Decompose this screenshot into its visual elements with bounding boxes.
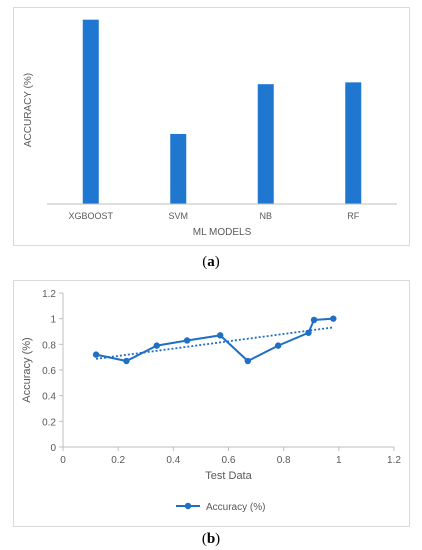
x-tick-label: 0.6 <box>222 455 236 466</box>
x-tick-label: NB <box>259 211 272 221</box>
x-tick-label: 1 <box>336 455 342 466</box>
caption-a: (a) <box>202 254 220 270</box>
data-point <box>217 332 224 339</box>
y-tick-label: 1.2 <box>42 289 56 300</box>
x-tick-label: XGBOOST <box>68 211 113 221</box>
bar-svm <box>170 133 187 204</box>
y-tick-label: 0 <box>50 443 56 454</box>
line-chart-panel: 0 0.2 0.4 0.6 0.8 1 1.2 0 0.2 0.4 0.6 0.8 1 1.2 Test D… <box>13 280 410 527</box>
bar-xgboost <box>82 19 99 204</box>
bar-chart-panel: XGBOOST SVM NB RF ML MODELS ACCURACY (%) <box>13 7 410 246</box>
x-axis-title: Test Data <box>205 470 252 482</box>
x-tick-label: SVM <box>168 211 188 221</box>
y-tick-label: 1 <box>50 315 56 326</box>
y-tick-label: 0.6 <box>42 366 56 377</box>
y-axis-title: Accuracy (%) <box>21 337 33 402</box>
data-point <box>92 351 100 358</box>
data-point <box>183 337 191 344</box>
y-tick-label: 0.2 <box>42 417 56 428</box>
y-tick-label: 0.4 <box>42 392 56 403</box>
bar-chart: XGBOOST SVM NB RF ML MODELS ACCURACY (%) <box>23 19 397 238</box>
series-line-accuracy <box>95 317 334 363</box>
data-point <box>310 316 318 324</box>
x-tick-label: RF <box>347 211 359 221</box>
caption-b: (b) <box>201 531 221 547</box>
x-tick-label: 0.2 <box>111 455 125 466</box>
data-point <box>305 329 312 336</box>
x-tick-label: 0.8 <box>277 455 291 466</box>
y-tick-label: 0.8 <box>42 340 56 351</box>
data-point <box>153 342 160 349</box>
trendline <box>95 326 334 360</box>
x-tick-label: 1.2 <box>387 455 401 466</box>
y-axis-title: ACCURACY (%) <box>23 73 34 147</box>
data-point <box>244 357 252 365</box>
bar-nb <box>257 84 274 204</box>
data-point <box>330 315 337 322</box>
line-chart: 0 0.2 0.4 0.6 0.8 1 1.2 0 0.2 0.4 0.6 0.8 1 1.2 Test D… <box>21 289 401 513</box>
data-point <box>274 342 282 349</box>
bar-rf <box>345 82 362 204</box>
x-tick-label: 0 <box>60 455 66 466</box>
x-tick-label: 0.4 <box>166 455 180 466</box>
legend-label: Accuracy (%) <box>206 502 265 513</box>
data-point <box>123 357 130 365</box>
x-axis-title: ML MODELS <box>193 227 252 238</box>
legend-marker <box>184 502 192 510</box>
